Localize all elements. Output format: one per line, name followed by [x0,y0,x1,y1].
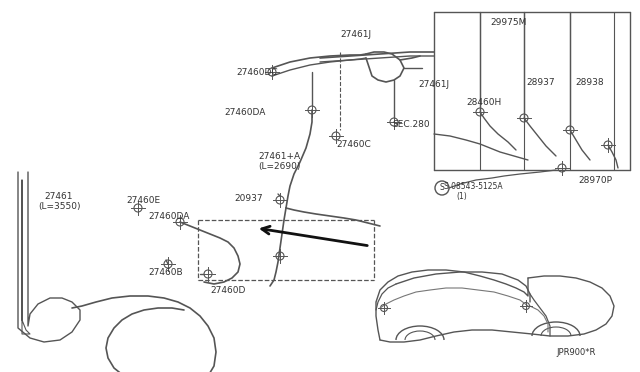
Text: 28937: 28937 [526,78,555,87]
Circle shape [476,108,484,116]
Text: 27460C: 27460C [336,140,371,149]
Text: (1): (1) [456,192,467,201]
Text: 28938: 28938 [575,78,604,87]
Text: S: S [440,183,444,192]
Text: 29975M: 29975M [490,18,526,27]
Circle shape [308,106,316,114]
Text: 20937: 20937 [234,194,262,203]
Circle shape [558,164,566,172]
Circle shape [566,126,574,134]
Circle shape [276,196,284,204]
Text: S 08543-5125A: S 08543-5125A [444,182,502,191]
Text: 27460E: 27460E [126,196,160,205]
Circle shape [176,218,184,226]
Text: 27460DA: 27460DA [224,108,266,117]
Text: 27460DC: 27460DC [236,68,278,77]
Circle shape [381,305,387,311]
Circle shape [390,118,398,126]
Text: 27460D: 27460D [210,286,245,295]
Circle shape [268,68,276,76]
Circle shape [204,270,212,278]
Circle shape [604,141,612,149]
Circle shape [276,252,284,260]
Circle shape [332,132,340,140]
Text: 27460DA: 27460DA [148,212,189,221]
Circle shape [134,204,142,212]
Text: (L=2690): (L=2690) [258,162,300,171]
Circle shape [164,260,172,268]
Text: 28460H: 28460H [466,98,501,107]
Text: 27461J: 27461J [418,80,449,89]
Text: 28970P: 28970P [578,176,612,185]
Circle shape [520,114,528,122]
Text: 27460B: 27460B [148,268,182,277]
Text: (L=3550): (L=3550) [38,202,81,211]
Text: 27461J: 27461J [340,30,371,39]
Text: 27461: 27461 [44,192,72,201]
Circle shape [522,302,529,310]
Text: 27461+A: 27461+A [258,152,300,161]
Text: SEC.280: SEC.280 [392,120,429,129]
Text: JPR900*R: JPR900*R [556,348,595,357]
